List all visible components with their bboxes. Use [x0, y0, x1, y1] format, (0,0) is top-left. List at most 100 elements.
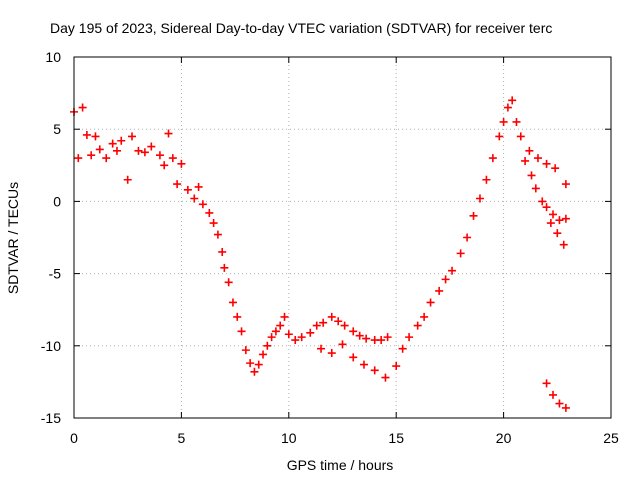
- data-point: [549, 210, 558, 219]
- data-point: [503, 103, 512, 112]
- data-point: [538, 197, 547, 206]
- data-point: [435, 286, 444, 295]
- data-point: [542, 379, 551, 388]
- data-point: [413, 321, 422, 330]
- data-point: [463, 233, 472, 242]
- plot-frame: [73, 56, 612, 419]
- data-point: [147, 142, 156, 151]
- data-point: [213, 230, 222, 239]
- data-point: [140, 148, 149, 157]
- x-axis-label: GPS time / hours: [287, 457, 394, 473]
- data-point: [246, 359, 255, 368]
- data-point: [527, 171, 536, 180]
- data-point: [74, 154, 83, 163]
- y-tick-label: -10: [41, 338, 61, 354]
- data-point: [306, 328, 315, 337]
- data-point: [362, 334, 371, 343]
- x-tick-label: 10: [281, 430, 297, 446]
- data-point: [87, 151, 96, 160]
- data-point: [327, 312, 336, 321]
- data-point: [127, 132, 136, 141]
- data-point: [441, 275, 450, 284]
- y-tick-label: 10: [45, 49, 61, 65]
- data-point: [205, 208, 214, 217]
- data-point: [78, 103, 87, 112]
- data-point: [276, 321, 285, 330]
- data-point: [383, 333, 392, 342]
- data-point: [392, 362, 401, 371]
- data-point: [317, 344, 326, 353]
- data-point: [82, 130, 91, 139]
- data-point: [91, 132, 100, 141]
- grid-layer: [74, 57, 611, 418]
- data-point: [259, 350, 268, 359]
- data-point: [355, 331, 364, 340]
- x-tick-label: 0: [70, 430, 78, 446]
- data-point: [297, 333, 306, 342]
- data-point: [512, 117, 521, 126]
- x-tick-label: 20: [496, 430, 512, 446]
- data-point: [134, 146, 143, 155]
- data-point: [173, 180, 182, 189]
- data-point: [555, 399, 564, 408]
- data-point: [488, 154, 497, 163]
- data-point: [398, 344, 407, 353]
- data-point: [112, 146, 121, 155]
- data-point: [448, 266, 457, 275]
- data-point: [553, 229, 562, 238]
- data-point: [542, 159, 551, 168]
- data-point: [533, 154, 542, 163]
- data-point: [561, 214, 570, 223]
- data-point: [164, 129, 173, 138]
- data-point: [546, 219, 555, 228]
- chart-title: Day 195 of 2023, Sidereal Day-to-day VTE…: [50, 20, 552, 36]
- data-point: [456, 249, 465, 258]
- data-point: [267, 333, 276, 342]
- data-point: [312, 321, 321, 330]
- data-point: [349, 353, 358, 362]
- data-point: [559, 240, 568, 249]
- data-point: [370, 366, 379, 375]
- y-tick-label: -5: [49, 266, 62, 282]
- data-point: [209, 219, 218, 228]
- data-point: [291, 336, 300, 345]
- data-point: [108, 139, 117, 148]
- data-point: [280, 312, 289, 321]
- data-point: [340, 321, 349, 330]
- data-point: [349, 327, 358, 336]
- data-point: [327, 349, 336, 358]
- data-point: [102, 154, 111, 163]
- data-point: [495, 132, 504, 141]
- x-tick-label: 5: [178, 430, 186, 446]
- y-axis-label: SDTVAR / TECUs: [5, 182, 21, 294]
- data-point: [123, 175, 132, 184]
- data-point: [177, 159, 186, 168]
- data-point: [117, 136, 126, 145]
- data-point: [475, 194, 484, 203]
- data-point: [405, 333, 414, 342]
- data-point: [482, 175, 491, 184]
- data-point: [334, 317, 343, 326]
- data-point: [95, 145, 104, 154]
- data-point: [521, 156, 530, 165]
- data-point: [381, 373, 390, 382]
- data-point: [271, 327, 280, 336]
- y-tick-label: -15: [41, 410, 61, 426]
- data-point: [183, 185, 192, 194]
- data-point: [228, 298, 237, 307]
- data-point: [516, 132, 525, 141]
- data-point: [359, 360, 368, 369]
- data-point: [254, 360, 263, 369]
- data-point: [561, 180, 570, 189]
- data-point: [555, 216, 564, 225]
- data-point: [551, 164, 560, 173]
- data-point: [263, 341, 272, 350]
- data-point: [241, 346, 250, 355]
- data-point: [220, 263, 229, 272]
- data-point: [224, 278, 233, 287]
- data-point: [508, 96, 517, 105]
- data-point: [549, 390, 558, 399]
- data-point: [338, 340, 347, 349]
- data-point: [155, 151, 164, 160]
